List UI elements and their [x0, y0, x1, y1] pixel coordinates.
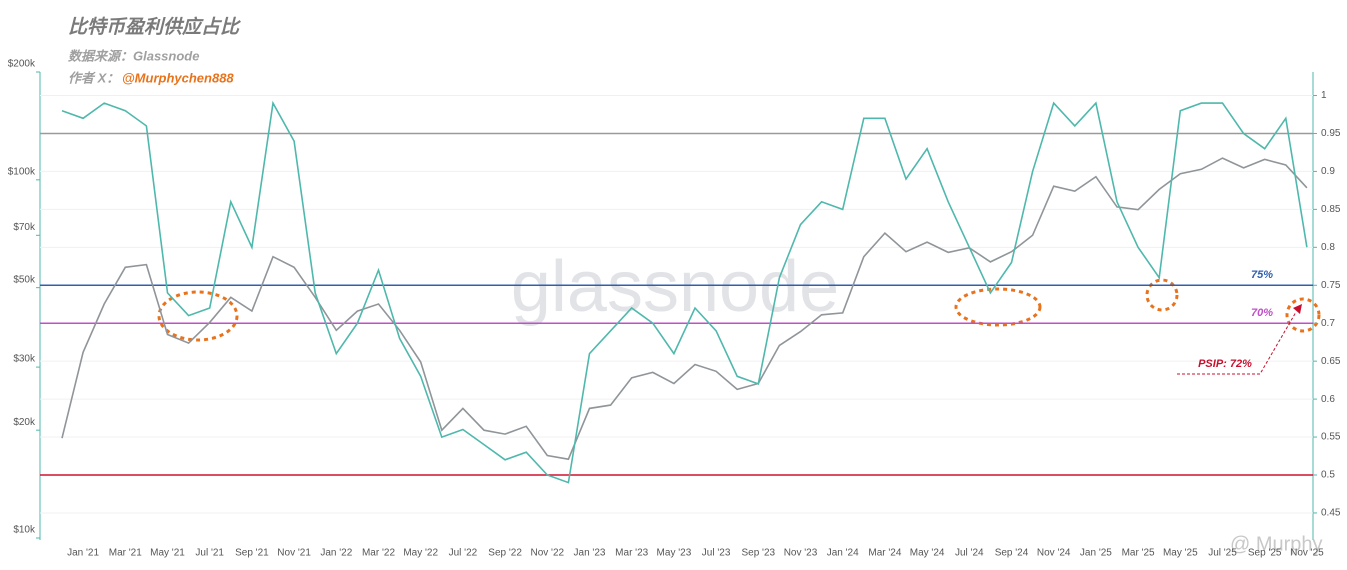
x-tick-label: Jul '25: [1208, 548, 1237, 559]
annotation-arrow: [1177, 311, 1297, 375]
x-tick-label: Mar '21: [109, 548, 142, 559]
x-tick-label: Sep '21: [235, 548, 269, 559]
reference-label: 70%: [1251, 307, 1273, 319]
y2-tick-label: 0.9: [1321, 166, 1335, 177]
highlight-circles: [157, 278, 1321, 342]
x-tick-label: Jul '23: [702, 548, 731, 559]
x-tick-label: Mar '25: [1122, 548, 1155, 559]
x-tick-label: Jan '23: [574, 548, 606, 559]
y2-tick-label: 0.55: [1321, 432, 1341, 443]
source: 数据来源：Glassnode: [68, 48, 199, 63]
y-tick-label: $30k: [13, 354, 36, 365]
x-tick-label: Nov '21: [277, 548, 311, 559]
x-tick-label: Jan '21: [67, 548, 99, 559]
watermark: glassnode: [511, 247, 839, 327]
y2-tick-label: 0.8: [1321, 242, 1335, 253]
x-tick-label: Mar '23: [615, 548, 648, 559]
series-line: [61, 100, 1308, 484]
y2-tick-label: 1: [1321, 90, 1327, 101]
x-tick-label: May '22: [403, 548, 438, 559]
x-tick-label: May '21: [150, 548, 185, 559]
x-tick-label: Nov '24: [1037, 548, 1071, 559]
annotation-text: PSIP: 72%: [1198, 358, 1252, 370]
y2-tick-label: 0.6: [1321, 394, 1335, 405]
x-tick-label: Nov '22: [531, 548, 565, 559]
x-tick-label: Sep '25: [1248, 548, 1282, 559]
x-tick-label: May '23: [657, 548, 692, 559]
x-tick-label: Jul '24: [955, 548, 984, 559]
annotation-arrowhead: [1293, 304, 1302, 315]
x-tick-label: May '25: [1163, 548, 1198, 559]
x-tick-label: Nov '25: [1290, 548, 1324, 559]
watermark: @ Murphy: [1230, 533, 1323, 555]
author-prefix: 作者 X：: [68, 70, 119, 85]
y2-tick-label: 0.95: [1321, 128, 1341, 139]
y-tick-label: $50k: [13, 274, 36, 285]
chart-title: 比特币盈利供应占比: [68, 16, 241, 38]
author-handle: @Murphychen888: [122, 70, 234, 85]
x-tick-label: Jan '25: [1080, 548, 1112, 559]
y2-tick-label: 0.85: [1321, 204, 1341, 215]
y-tick-label: $70k: [13, 222, 36, 233]
x-tick-label: Sep '24: [995, 548, 1029, 559]
y2-tick-label: 0.75: [1321, 280, 1341, 291]
y2-tick-label: 0.65: [1321, 356, 1341, 367]
y2-tick-label: 0.7: [1321, 318, 1335, 329]
x-tick-label: Jan '22: [320, 548, 352, 559]
y2-tick-label: 0.45: [1321, 508, 1341, 519]
x-tick-label: Sep '23: [741, 548, 775, 559]
x-tick-label: Jan '24: [827, 548, 859, 559]
x-tick-label: Mar '22: [362, 548, 395, 559]
x-tick-label: Jul '21: [195, 548, 224, 559]
y-tick-label: $100k: [8, 166, 36, 177]
y2-tick-label: 0.5: [1321, 470, 1335, 481]
y-tick-label: $20k: [13, 417, 36, 428]
x-tick-label: Nov '23: [784, 548, 818, 559]
x-tick-label: Jul '22: [449, 548, 478, 559]
y-tick-label: $10k: [13, 525, 36, 536]
y-tick-label: $200k: [8, 59, 36, 70]
x-tick-label: May '24: [910, 548, 945, 559]
x-tick-label: Sep '22: [488, 548, 522, 559]
reference-label: 75%: [1251, 269, 1273, 281]
series-line: [61, 157, 1308, 461]
x-tick-label: Mar '24: [868, 548, 901, 559]
